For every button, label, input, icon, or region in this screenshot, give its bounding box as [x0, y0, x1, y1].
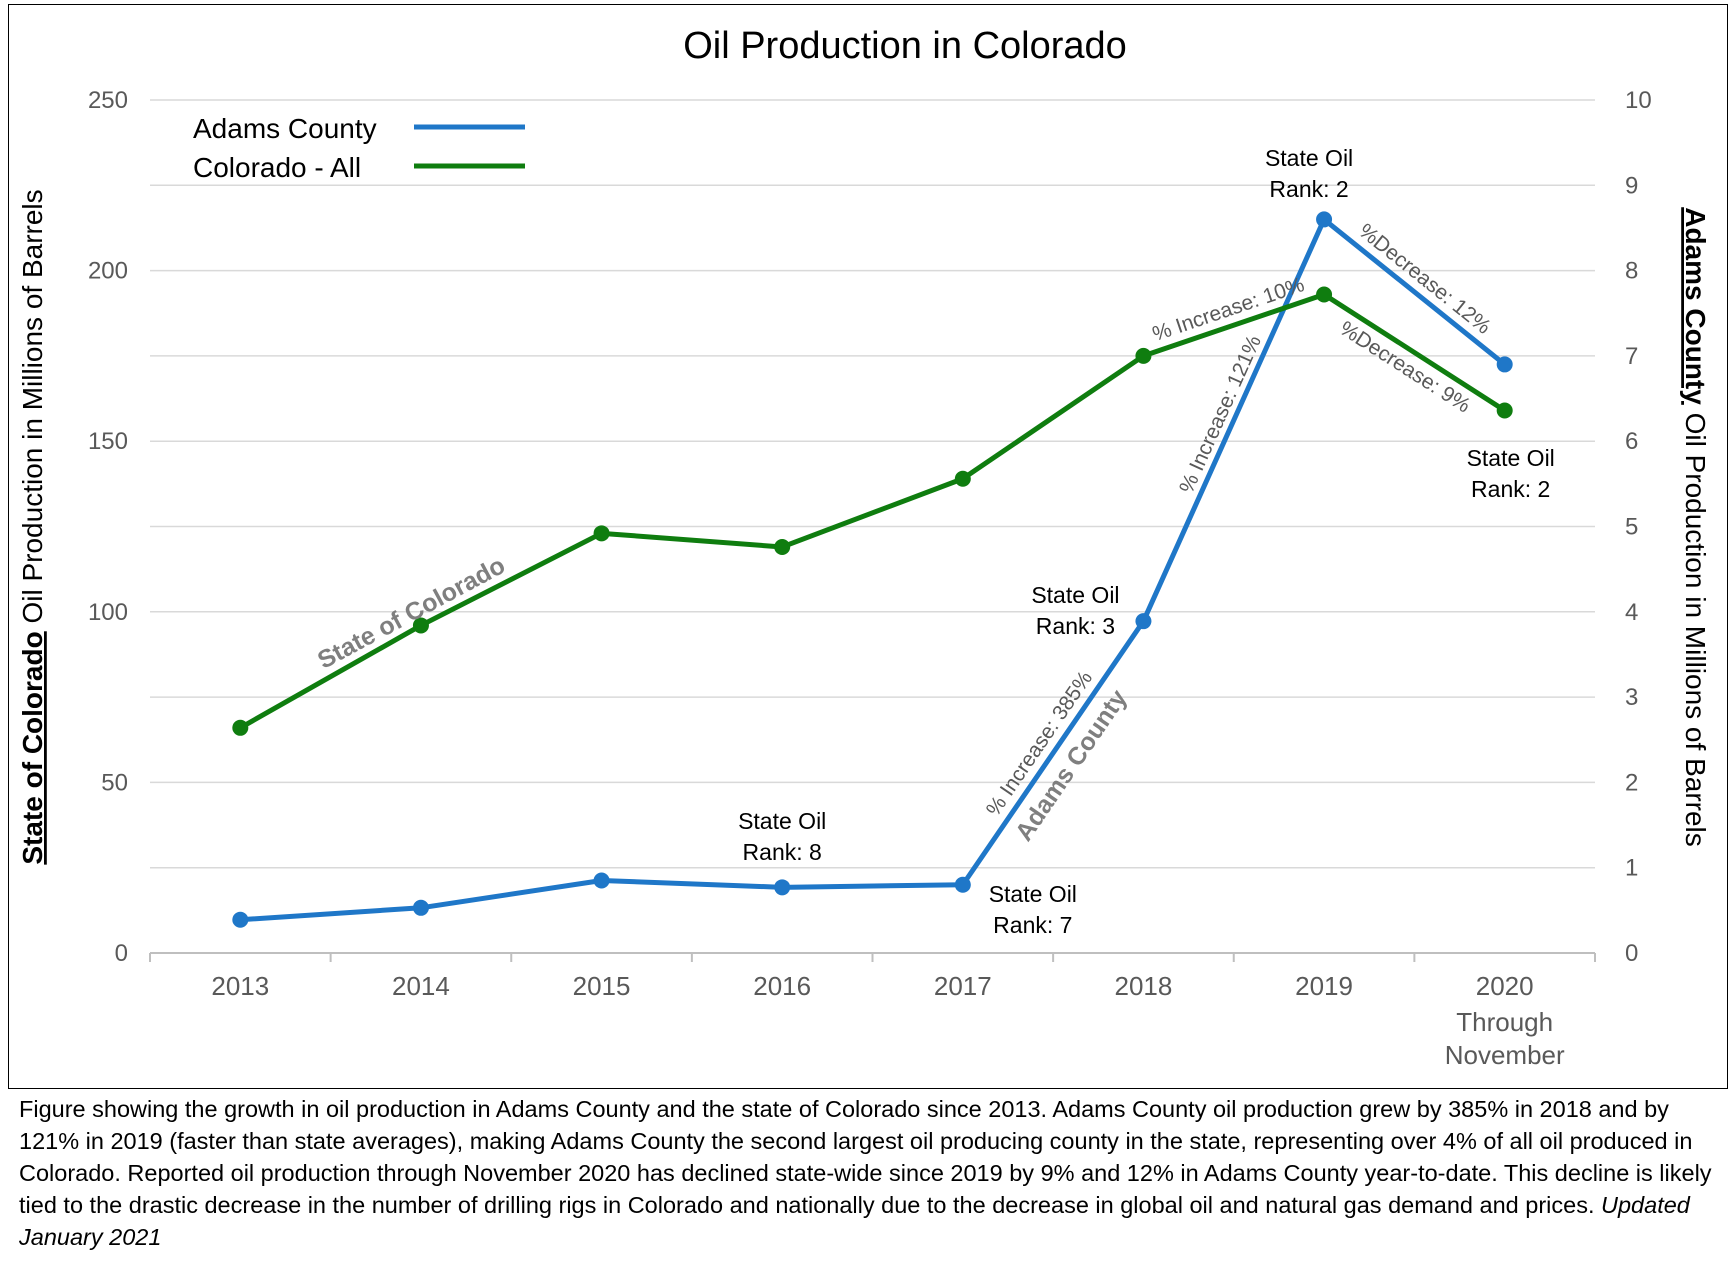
y-left-tick-label: 0	[115, 940, 128, 967]
rank-label-2019: State Oil	[1265, 145, 1353, 171]
rank-label-2019: Rank: 2	[1269, 176, 1348, 202]
x-tick-label: 2014	[392, 971, 450, 1001]
y-left-tick-label: 150	[88, 428, 128, 455]
x-tick-label: 2016	[753, 971, 811, 1001]
y-right-tick-label: 7	[1625, 343, 1638, 370]
y-left-tick-label: 200	[88, 258, 128, 285]
series-line	[239, 291, 1507, 730]
data-point	[954, 470, 971, 487]
legend-label: Adams County	[193, 113, 377, 144]
chart-title: Oil Production in Colorado	[683, 25, 1127, 67]
gridlines	[150, 99, 1595, 869]
data-point	[412, 617, 429, 634]
rank-label-2017: Rank: 7	[993, 912, 1072, 938]
axis-labels: State of Colorado Oil Production in Mill…	[17, 189, 1711, 864]
data-point	[1496, 356, 1513, 373]
chart-frame	[8, 4, 1728, 1089]
data-point	[1135, 613, 1152, 630]
data-point	[232, 719, 249, 736]
data-point	[232, 911, 249, 928]
y-left-tick-label: 100	[88, 599, 128, 626]
caption-text: Figure showing the growth in oil product…	[19, 1096, 1712, 1218]
y-right-tick-label: 10	[1625, 87, 1652, 114]
x-tick-sublabel: November	[1445, 1040, 1565, 1070]
y-right-tick-label: 9	[1625, 172, 1638, 199]
rank-label-2020: State Oil	[1467, 445, 1555, 471]
x-tick-label: 2015	[573, 971, 631, 1001]
data-point	[774, 538, 791, 555]
data-point	[1496, 402, 1513, 419]
x-tick-label: 2013	[211, 971, 269, 1001]
y-axis-title-left-rest: Oil Production in Millions of Barrels	[17, 189, 48, 631]
figure-caption: Figure showing the growth in oil product…	[19, 1093, 1719, 1253]
adams-increase-2019: % Increase: 121%	[1175, 332, 1266, 497]
y-right-tick-label: 8	[1625, 258, 1638, 285]
y-right-tick-label: 5	[1625, 514, 1638, 541]
data-point	[593, 872, 610, 889]
data-point	[593, 525, 610, 542]
rank-label-2018: State Oil	[1031, 582, 1119, 608]
y-right-tick-label: 0	[1625, 940, 1638, 967]
data-point	[1135, 347, 1152, 364]
rank-label-2020: Rank: 2	[1471, 476, 1550, 502]
rank-label-2016: State Oil	[738, 808, 826, 834]
x-tick-label: 2020	[1476, 971, 1534, 1001]
data-point	[1316, 286, 1333, 303]
state-decrease-2020: %Decrease: 9%	[1335, 317, 1474, 418]
annotations: State Oil Rank: 8 State Oil Rank: 7 State Oi…	[313, 145, 1555, 938]
y-axis-title-right-emphasis: Adams County	[1680, 207, 1711, 405]
data-point	[954, 876, 971, 893]
x-tick-label: 2019	[1295, 971, 1353, 1001]
data-point	[774, 879, 791, 896]
rank-label-2016: Rank: 8	[743, 839, 822, 865]
x-tick-label: 2018	[1115, 971, 1173, 1001]
legend-label: Colorado - All	[193, 152, 361, 183]
axes	[149, 952, 1596, 962]
y-left-tick-label: 250	[88, 87, 128, 114]
data-point	[412, 899, 429, 916]
y-axis-title-left: State of Colorado Oil Production in Mill…	[17, 189, 48, 864]
y-axis-title-right-rest: Oil Production in Millions of Barrels	[1680, 405, 1711, 847]
y-axis-title-right: Adams County Oil Production in Millions …	[1680, 207, 1711, 847]
x-tick-sublabel: Through	[1456, 1007, 1553, 1037]
tick-labels: 0 50 100 150 200 250 0 1 2 3 4 5 6 7 8 9 10 2013 2014 2015 2…	[88, 87, 1652, 1070]
caption-updated: Updated January 2021	[19, 1192, 1690, 1250]
y-right-tick-label: 3	[1625, 684, 1638, 711]
series-line	[240, 216, 1507, 923]
y-left-tick-label: 50	[101, 769, 128, 796]
y-axis-title-left-emphasis: State of Colorado	[17, 631, 48, 864]
rank-label-2018: Rank: 3	[1036, 613, 1115, 639]
x-tick-label: 2017	[934, 971, 992, 1001]
y-right-tick-label: 1	[1625, 855, 1638, 882]
series-group	[232, 211, 1513, 928]
data-point	[1316, 211, 1333, 228]
adams-decrease-2020: %Decrease: 12%	[1354, 219, 1495, 339]
y-right-tick-label: 6	[1625, 428, 1638, 455]
legend: Adams County Colorado - All	[193, 113, 525, 183]
series-label-state: State of Colorado	[313, 551, 510, 674]
rank-label-2017: State Oil	[989, 881, 1077, 907]
y-right-tick-label: 4	[1625, 599, 1638, 626]
chart: Oil Production in Colorado 0501001502002…	[17, 25, 1711, 1070]
y-right-tick-label: 2	[1625, 769, 1638, 796]
